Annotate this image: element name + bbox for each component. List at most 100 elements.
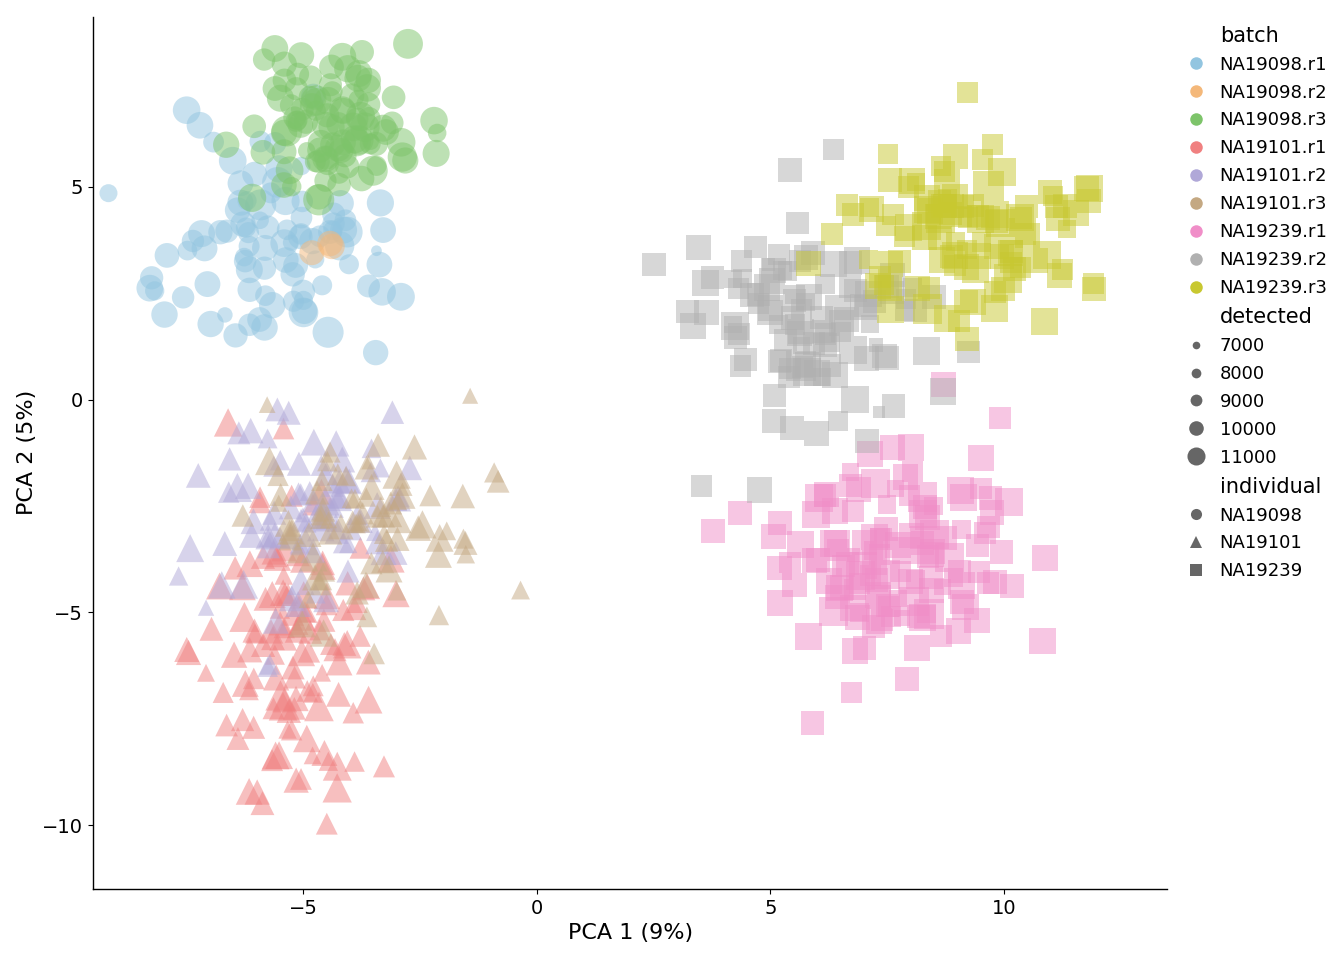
- Point: [878, 146, 899, 161]
- Point: [956, 242, 977, 257]
- Point: [781, 420, 802, 436]
- Point: [367, 535, 388, 550]
- Point: [274, 193, 296, 208]
- Point: [257, 529, 278, 544]
- Point: [310, 572, 332, 588]
- Point: [296, 605, 317, 620]
- Point: [310, 520, 332, 536]
- Point: [347, 595, 368, 611]
- Point: [227, 480, 249, 495]
- Point: [210, 225, 231, 240]
- Point: [312, 559, 333, 574]
- Point: [883, 398, 905, 414]
- Point: [913, 490, 934, 505]
- Point: [808, 491, 829, 506]
- Point: [785, 317, 806, 332]
- Point: [864, 294, 886, 309]
- Point: [876, 279, 898, 295]
- Point: [981, 505, 1003, 520]
- Point: [314, 513, 336, 528]
- Point: [875, 521, 896, 537]
- Point: [702, 270, 723, 285]
- Point: [320, 444, 341, 460]
- Point: [934, 164, 956, 180]
- Point: [278, 523, 300, 539]
- Point: [374, 758, 395, 774]
- Point: [290, 513, 312, 528]
- Point: [243, 119, 265, 134]
- Point: [1004, 261, 1025, 276]
- Point: [977, 575, 999, 590]
- Point: [796, 364, 817, 379]
- Point: [288, 486, 309, 501]
- Point: [262, 631, 284, 646]
- Point: [805, 426, 827, 442]
- Point: [270, 452, 292, 468]
- Point: [302, 685, 324, 701]
- Point: [277, 722, 298, 737]
- Point: [399, 460, 421, 475]
- Point: [879, 281, 900, 297]
- Point: [1052, 262, 1074, 277]
- Point: [290, 227, 312, 242]
- Point: [914, 230, 935, 246]
- Point: [273, 541, 294, 557]
- Point: [257, 660, 278, 675]
- Point: [878, 598, 899, 613]
- Point: [945, 248, 966, 263]
- Point: [887, 590, 909, 606]
- Point: [1016, 199, 1038, 214]
- Point: [372, 544, 394, 560]
- Point: [339, 256, 360, 272]
- Point: [823, 536, 844, 551]
- Point: [179, 540, 200, 556]
- Point: [364, 524, 386, 540]
- Point: [380, 495, 402, 511]
- Point: [254, 52, 276, 67]
- Point: [290, 771, 312, 786]
- Point: [852, 558, 874, 573]
- Point: [702, 523, 723, 539]
- Point: [348, 132, 370, 148]
- Point: [235, 220, 257, 235]
- Point: [253, 637, 274, 653]
- Point: [758, 257, 780, 273]
- Point: [1009, 209, 1031, 225]
- Point: [349, 540, 371, 556]
- Point: [371, 284, 392, 300]
- Point: [257, 220, 278, 235]
- Point: [308, 192, 329, 207]
- Point: [280, 500, 301, 516]
- Point: [290, 158, 312, 174]
- Point: [280, 98, 301, 113]
- Point: [984, 574, 1005, 589]
- Point: [251, 796, 273, 811]
- Point: [227, 203, 249, 218]
- Point: [333, 223, 355, 238]
- Point: [749, 483, 770, 498]
- Point: [427, 547, 449, 563]
- Point: [978, 179, 1000, 194]
- Point: [836, 312, 857, 327]
- Point: [224, 561, 246, 576]
- Point: [945, 258, 966, 274]
- Point: [344, 132, 366, 147]
- Point: [281, 590, 302, 606]
- Point: [351, 44, 372, 60]
- Point: [966, 538, 988, 553]
- Point: [243, 720, 265, 735]
- Point: [332, 602, 353, 617]
- Point: [747, 296, 769, 311]
- Point: [745, 239, 766, 254]
- Point: [992, 282, 1013, 298]
- Point: [274, 57, 296, 72]
- Point: [317, 453, 339, 468]
- Point: [292, 552, 313, 567]
- Point: [293, 284, 314, 300]
- Point: [250, 490, 271, 505]
- Point: [168, 568, 190, 584]
- Point: [218, 485, 239, 500]
- Point: [814, 326, 836, 342]
- Point: [985, 239, 1007, 254]
- Point: [343, 119, 364, 134]
